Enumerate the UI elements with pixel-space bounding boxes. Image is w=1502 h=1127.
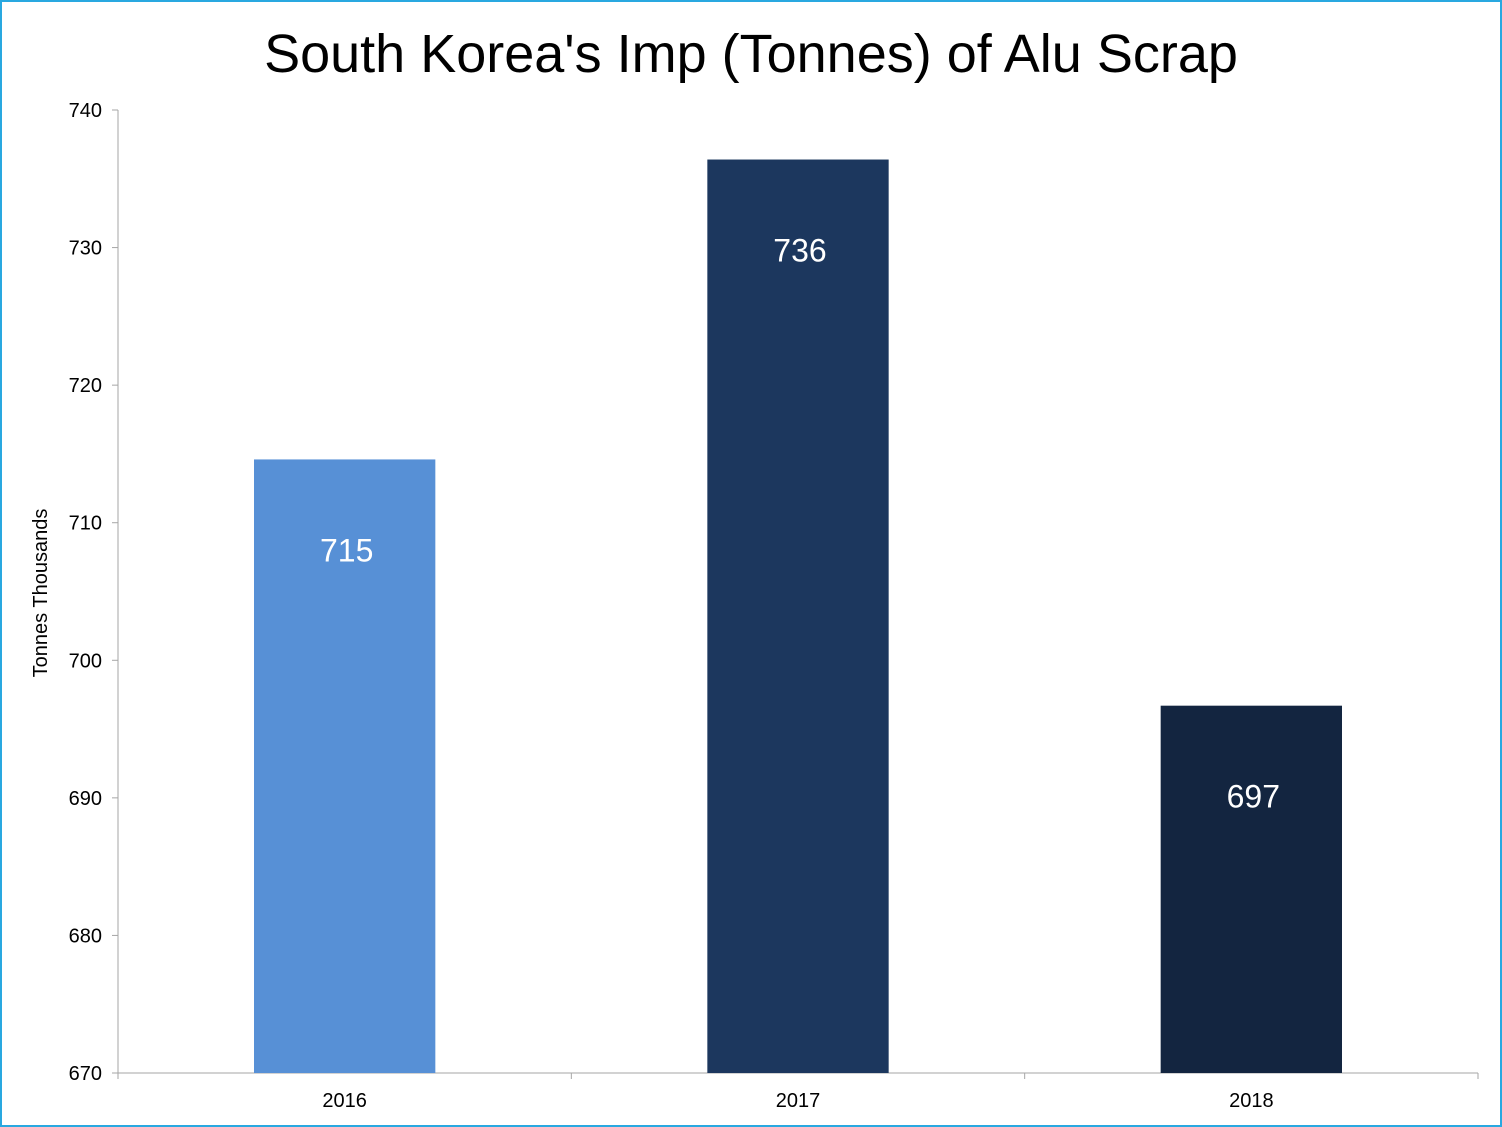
x-tick-label-2016: 2016 [322,1090,367,1112]
plot-area: 670 680 690 700 710 720 730 740 715 2016 736 2017 69… [69,100,1479,1112]
y-tick-label: 680 [69,925,102,947]
y-tick-label: 670 [69,1063,102,1085]
data-label-2016: 715 [320,532,373,568]
y-tick-label: 700 [69,650,102,672]
chart-title: South Korea's Imp (Tonnes) of Alu Scrap [264,24,1238,84]
bar-2018 [1160,705,1342,1073]
data-label-2018: 697 [1227,779,1280,815]
y-tick-label: 720 [69,375,102,397]
bar-2016 [254,459,436,1074]
data-label-2017: 736 [773,233,826,269]
y-tick-label: 730 [69,238,102,260]
y-tick-label: 690 [69,788,102,810]
bar-2017 [707,159,889,1074]
y-axis-title: Tonnes Thousands [30,509,52,678]
y-tick-label: 710 [69,513,102,535]
y-tick-label: 740 [69,100,102,122]
x-tick-label-2018: 2018 [1229,1090,1274,1112]
x-tick-label-2017: 2017 [776,1090,821,1112]
